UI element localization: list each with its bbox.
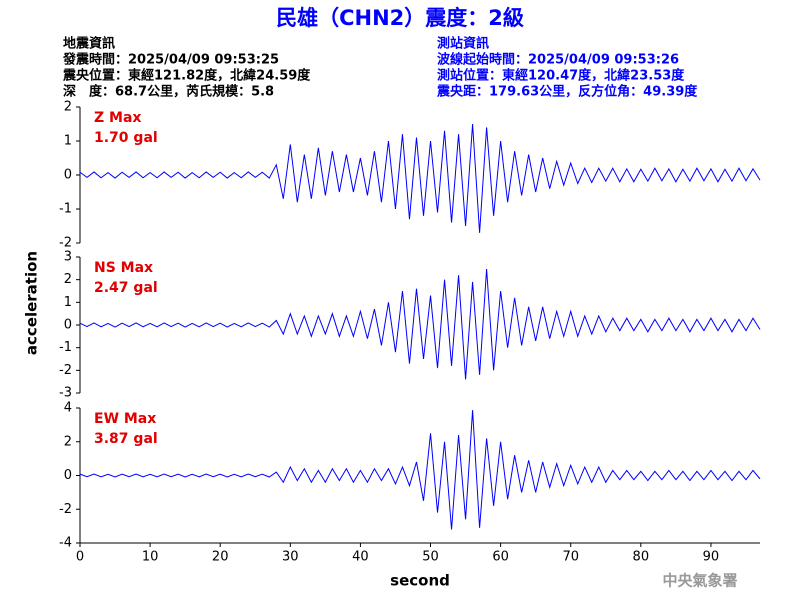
max-annotation: EW Max: [94, 411, 156, 427]
y-tick-label: -2: [59, 502, 72, 517]
x-tick-label: 40: [352, 550, 369, 565]
x-tick-label: 0: [76, 550, 84, 565]
y-axis-label: acceleration: [23, 251, 41, 355]
y-tick-label: 2: [64, 272, 72, 287]
x-axis-label: second: [390, 572, 450, 590]
station-info: 測站位置：東經120.47度，北緯23.53度: [437, 68, 685, 84]
y-tick-label: 3: [64, 250, 72, 265]
max-annotation: 1.70 gal: [94, 130, 158, 146]
y-tick-label: -3: [59, 386, 72, 401]
event-info: 震央位置：東經121.82度，北緯24.59度: [62, 68, 311, 84]
y-tick-label: -4: [59, 536, 72, 551]
max-annotation: 2.47 gal: [94, 280, 158, 296]
y-tick-label: 1: [64, 134, 72, 149]
event-info: 地震資訊: [63, 36, 115, 52]
waveform: [79, 268, 761, 380]
x-tick-label: 50: [422, 550, 439, 565]
station-info: 測站資訊: [437, 36, 489, 52]
page-title: 民雄（CHN2）震度：2級: [276, 6, 524, 30]
max-annotation: Z Max: [94, 110, 141, 126]
x-tick-label: 60: [492, 550, 509, 565]
y-tick-label: -1: [59, 340, 72, 355]
station-info: 波線起始時間：2025/04/09 09:53:26: [437, 52, 679, 68]
y-tick-label: 0: [64, 468, 72, 483]
y-tick-label: 0: [64, 168, 72, 183]
waveform: [79, 123, 761, 233]
y-tick-label: -1: [59, 202, 72, 217]
y-tick-label: 1: [64, 295, 72, 310]
x-tick-label: 30: [282, 550, 299, 565]
event-info: 深 度：68.7公里，芮氏規模：5.8: [63, 84, 274, 100]
y-tick-label: -2: [59, 363, 72, 378]
max-annotation: 3.87 gal: [94, 431, 158, 447]
waveform: [79, 410, 761, 530]
y-tick-label: -2: [59, 236, 72, 251]
y-tick-label: 2: [64, 434, 72, 449]
y-tick-label: 4: [64, 401, 72, 416]
footer-credit: 中央氣象署: [662, 572, 737, 590]
y-tick-label: 2: [64, 100, 72, 115]
station-info: 震央距：179.63公里，反方位角：49.39度: [436, 84, 698, 100]
x-tick-label: 10: [142, 550, 159, 565]
x-tick-label: 20: [212, 550, 229, 565]
max-annotation: NS Max: [94, 260, 153, 276]
x-tick-label: 90: [703, 550, 720, 565]
x-tick-label: 80: [633, 550, 650, 565]
event-info: 發震時間：2025/04/09 09:53:25: [62, 52, 279, 68]
x-tick-label: 70: [562, 550, 579, 565]
y-tick-label: 0: [64, 318, 72, 333]
